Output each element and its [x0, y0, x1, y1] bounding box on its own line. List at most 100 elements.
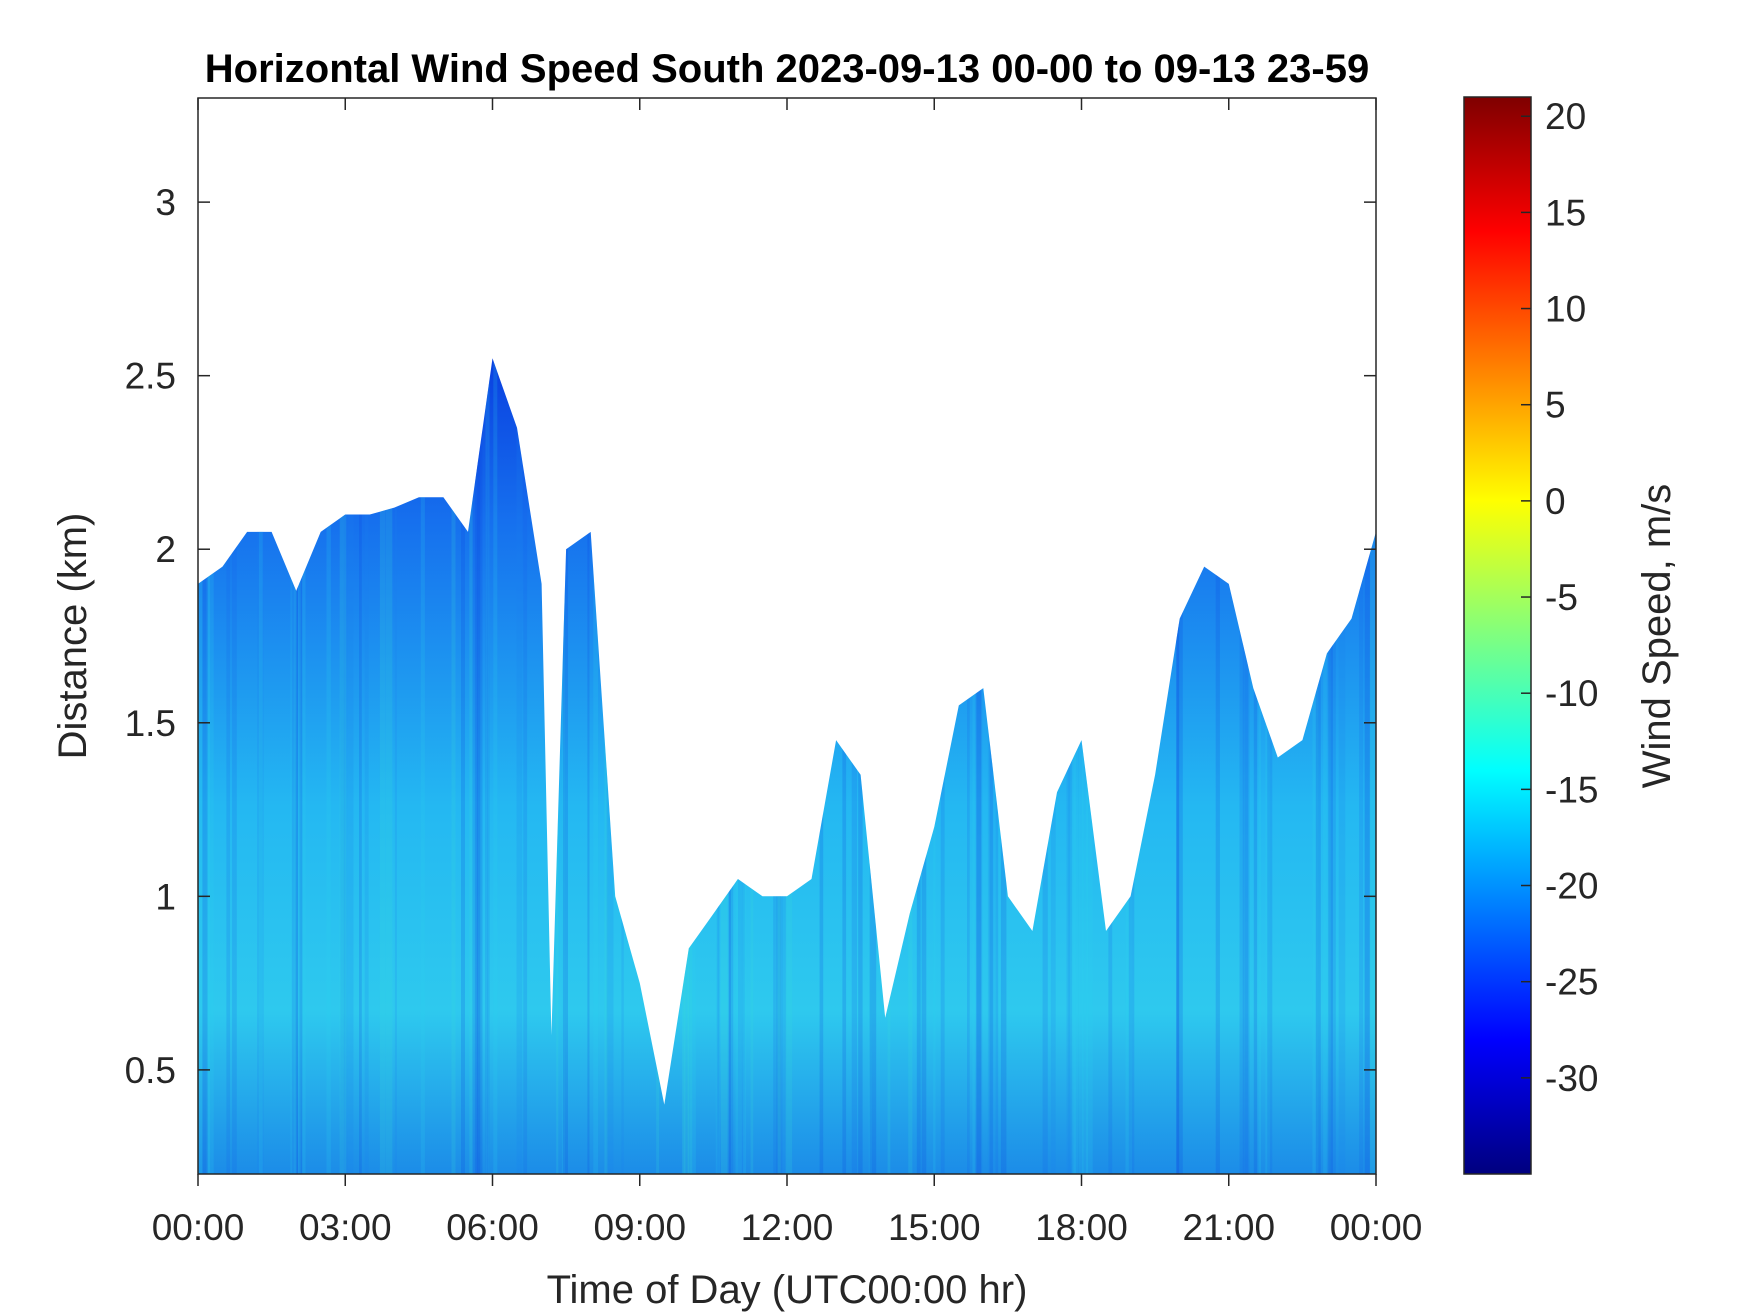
- colorbar-tick-label: -25: [1545, 962, 1598, 1003]
- wind-streak: [207, 358, 214, 1174]
- wind-streak: [198, 358, 203, 1174]
- colorbar-label: Wind Speed, m/s: [1635, 484, 1679, 789]
- colorbar-tick-label: -20: [1545, 866, 1598, 907]
- wind-streak: [1330, 358, 1336, 1174]
- wind-streak: [1253, 358, 1258, 1174]
- wind-streak: [339, 358, 347, 1174]
- wind-streak: [842, 358, 847, 1174]
- wind-streak: [385, 358, 393, 1174]
- wind-streak: [226, 358, 230, 1174]
- x-tick-label: 15:00: [888, 1207, 981, 1248]
- colorbar-tick-label: -30: [1545, 1058, 1598, 1099]
- colorbar-tick-label: 20: [1545, 96, 1586, 137]
- wind-streak: [523, 358, 528, 1174]
- wind-streak: [364, 358, 369, 1174]
- wind-streak: [485, 358, 490, 1174]
- wind-streak: [257, 358, 264, 1174]
- wind-streak: [394, 358, 397, 1174]
- colorbar: [1463, 96, 1532, 1175]
- wind-streak: [976, 358, 982, 1174]
- wind-streak: [232, 358, 237, 1174]
- colorbar-tick-label: 5: [1545, 385, 1566, 426]
- wind-streak: [1242, 358, 1250, 1174]
- x-axis: 00:00 03:00 06:00 09:00 12:00 15:00 18:00 21:00…: [152, 98, 1423, 1248]
- wind-streak: [298, 358, 301, 1174]
- wind-streak: [561, 358, 566, 1174]
- wind-streak: [1068, 358, 1073, 1174]
- wind-streak: [474, 358, 481, 1174]
- wind-streak: [206, 358, 211, 1174]
- wind-streak: [562, 358, 568, 1174]
- wind-streak: [1315, 358, 1321, 1174]
- wind-streak: [975, 358, 983, 1174]
- x-tick-label: 03:00: [299, 1207, 392, 1248]
- wind-streak: [1265, 358, 1270, 1174]
- wind-streak: [469, 358, 473, 1174]
- wind-streak: [487, 358, 490, 1174]
- wind-streak: [1338, 358, 1346, 1174]
- wind-streak: [359, 358, 362, 1174]
- wind-streak: [987, 358, 995, 1174]
- chart-title: Horizontal Wind Speed South 2023-09-13 0…: [205, 47, 1369, 91]
- wind-streak: [476, 358, 483, 1174]
- wind-streak: [291, 358, 299, 1174]
- y-tick-label: 0.5: [125, 1050, 176, 1091]
- x-tick-label: 00:00: [1330, 1207, 1423, 1248]
- wind-streak: [1364, 358, 1371, 1174]
- wind-streak: [989, 358, 993, 1174]
- y-tick-label: 1: [155, 876, 176, 917]
- wind-streak: [967, 358, 970, 1174]
- x-tick-label: 06:00: [446, 1207, 539, 1248]
- wind-streak: [295, 358, 298, 1174]
- wind-streak: [340, 358, 345, 1174]
- wind-streak: [202, 358, 208, 1174]
- wind-streak: [1078, 358, 1084, 1174]
- x-axis-label: Time of Day (UTC00:00 hr): [547, 1268, 1028, 1312]
- wind-streak: [1073, 358, 1079, 1174]
- x-tick-label: 18:00: [1035, 1207, 1128, 1248]
- wind-streak: [302, 358, 306, 1174]
- wind-streak: [290, 358, 297, 1174]
- colorbar-tick-label: -15: [1545, 769, 1598, 810]
- wind-streak: [972, 358, 975, 1174]
- wind-streak: [1258, 358, 1261, 1174]
- wind-streak: [493, 358, 498, 1174]
- y-axis-label: Distance (km): [51, 513, 95, 760]
- wind-streak: [451, 358, 456, 1174]
- wind-streak: [851, 358, 857, 1174]
- wind-streak: [1176, 358, 1183, 1174]
- wind-streak: [472, 358, 478, 1174]
- wind-streak: [1239, 358, 1244, 1174]
- colorbar-tick-label: 0: [1545, 481, 1566, 522]
- colorbar-axis: 20 15 10 5 0 -5 -10 -15 -20 -25 -30: [1521, 96, 1598, 1099]
- y-tick-label: 2.5: [125, 356, 176, 397]
- wind-streak: [1369, 358, 1376, 1174]
- wind-streak: [461, 358, 465, 1174]
- wind-streak: [326, 358, 331, 1174]
- wind-field-heatmap: [198, 358, 1376, 1174]
- wind-streak: [1364, 358, 1370, 1174]
- wind-streak: [343, 358, 348, 1174]
- colorbar-tick-label: -10: [1545, 673, 1598, 714]
- wind-streak: [593, 358, 599, 1174]
- wind-streak: [604, 358, 608, 1174]
- wind-streak: [420, 358, 425, 1174]
- wind-streak: [1071, 358, 1076, 1174]
- colorbar-tick-label: -5: [1545, 577, 1578, 618]
- wind-streak: [1328, 358, 1333, 1174]
- colorbar-tick-label: 10: [1545, 289, 1586, 330]
- wind-streak: [379, 358, 386, 1174]
- wind-streak: [485, 358, 488, 1174]
- colorbar-tick-label: 15: [1545, 192, 1586, 233]
- x-tick-label: 21:00: [1182, 1207, 1275, 1248]
- y-axis: 0.5 1 1.5 2 2.5 3: [125, 182, 1376, 1091]
- wind-streak: [1312, 358, 1319, 1174]
- wind-streak: [1323, 358, 1327, 1174]
- wind-streak: [299, 358, 303, 1174]
- wind-streak: [1267, 358, 1273, 1174]
- wind-streak: [516, 358, 523, 1174]
- x-tick-label: 00:00: [152, 1207, 245, 1248]
- y-tick-label: 2: [155, 529, 176, 570]
- wind-streak: [1244, 358, 1249, 1174]
